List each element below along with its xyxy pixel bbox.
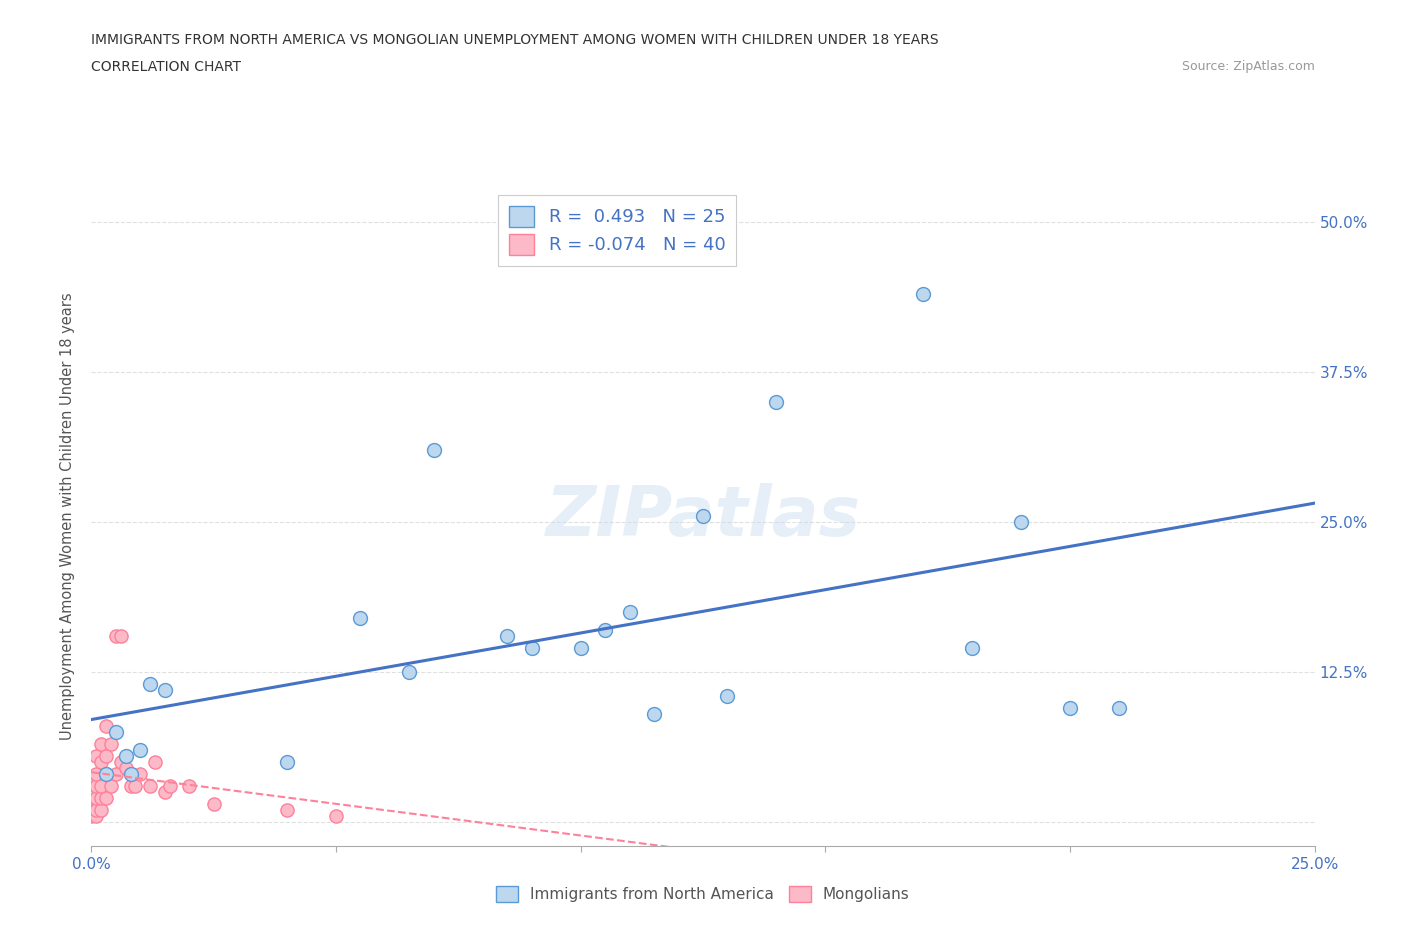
Point: [129, 743, 152, 758]
Point: [120, 778, 142, 793]
Point: [765, 394, 787, 409]
Point: [80, 785, 103, 800]
Point: [569, 641, 592, 656]
Text: IMMIGRANTS FROM NORTH AMERICA VS MONGOLIAN UNEMPLOYMENT AMONG WOMEN WITH CHILDRE: IMMIGRANTS FROM NORTH AMERICA VS MONGOLI…: [91, 33, 939, 46]
Point: [960, 641, 983, 656]
Point: [94, 749, 117, 764]
Point: [100, 737, 122, 751]
Point: [276, 755, 298, 770]
Point: [619, 604, 641, 619]
Point: [114, 749, 136, 764]
Point: [496, 629, 519, 644]
Point: [520, 641, 543, 656]
Point: [84, 767, 107, 782]
Point: [90, 778, 112, 793]
Point: [1010, 514, 1032, 529]
Point: [114, 761, 136, 776]
Point: [143, 755, 166, 770]
Point: [80, 809, 103, 824]
Point: [912, 286, 935, 301]
Point: [90, 755, 112, 770]
Point: [1108, 701, 1130, 716]
Point: [110, 629, 132, 644]
Point: [120, 767, 142, 782]
Text: ZIPatlas: ZIPatlas: [546, 483, 860, 550]
Point: [593, 623, 616, 638]
Point: [84, 749, 107, 764]
Point: [94, 719, 117, 734]
Point: [80, 803, 103, 817]
Point: [80, 773, 103, 788]
Point: [94, 767, 117, 782]
Text: CORRELATION CHART: CORRELATION CHART: [91, 60, 242, 74]
Point: [139, 778, 162, 793]
Point: [153, 785, 176, 800]
Point: [423, 443, 446, 458]
Point: [90, 737, 112, 751]
Point: [124, 778, 146, 793]
Point: [643, 707, 665, 722]
Point: [80, 797, 103, 812]
Point: [179, 778, 201, 793]
Point: [716, 689, 738, 704]
Point: [1059, 701, 1081, 716]
Point: [90, 803, 112, 817]
Text: Source: ZipAtlas.com: Source: ZipAtlas.com: [1181, 60, 1315, 73]
Point: [80, 790, 103, 805]
Point: [129, 767, 152, 782]
Point: [84, 778, 107, 793]
Point: [104, 724, 127, 739]
Point: [325, 809, 347, 824]
Point: [84, 790, 107, 805]
Point: [104, 767, 127, 782]
Legend: R =  0.493   N = 25, R = -0.074   N = 40: R = 0.493 N = 25, R = -0.074 N = 40: [498, 195, 737, 266]
Legend: Immigrants from North America, Mongolians: Immigrants from North America, Mongolian…: [491, 880, 915, 909]
Point: [84, 803, 107, 817]
Point: [202, 797, 225, 812]
Point: [159, 778, 181, 793]
Point: [692, 509, 714, 524]
Point: [94, 790, 117, 805]
Point: [90, 790, 112, 805]
Point: [153, 683, 176, 698]
Y-axis label: Unemployment Among Women with Children Under 18 years: Unemployment Among Women with Children U…: [60, 292, 76, 740]
Point: [120, 767, 142, 782]
Point: [110, 755, 132, 770]
Point: [276, 803, 298, 817]
Point: [349, 611, 371, 626]
Point: [398, 665, 420, 680]
Point: [139, 677, 162, 692]
Point: [100, 778, 122, 793]
Point: [84, 809, 107, 824]
Point: [104, 629, 127, 644]
Point: [94, 767, 117, 782]
